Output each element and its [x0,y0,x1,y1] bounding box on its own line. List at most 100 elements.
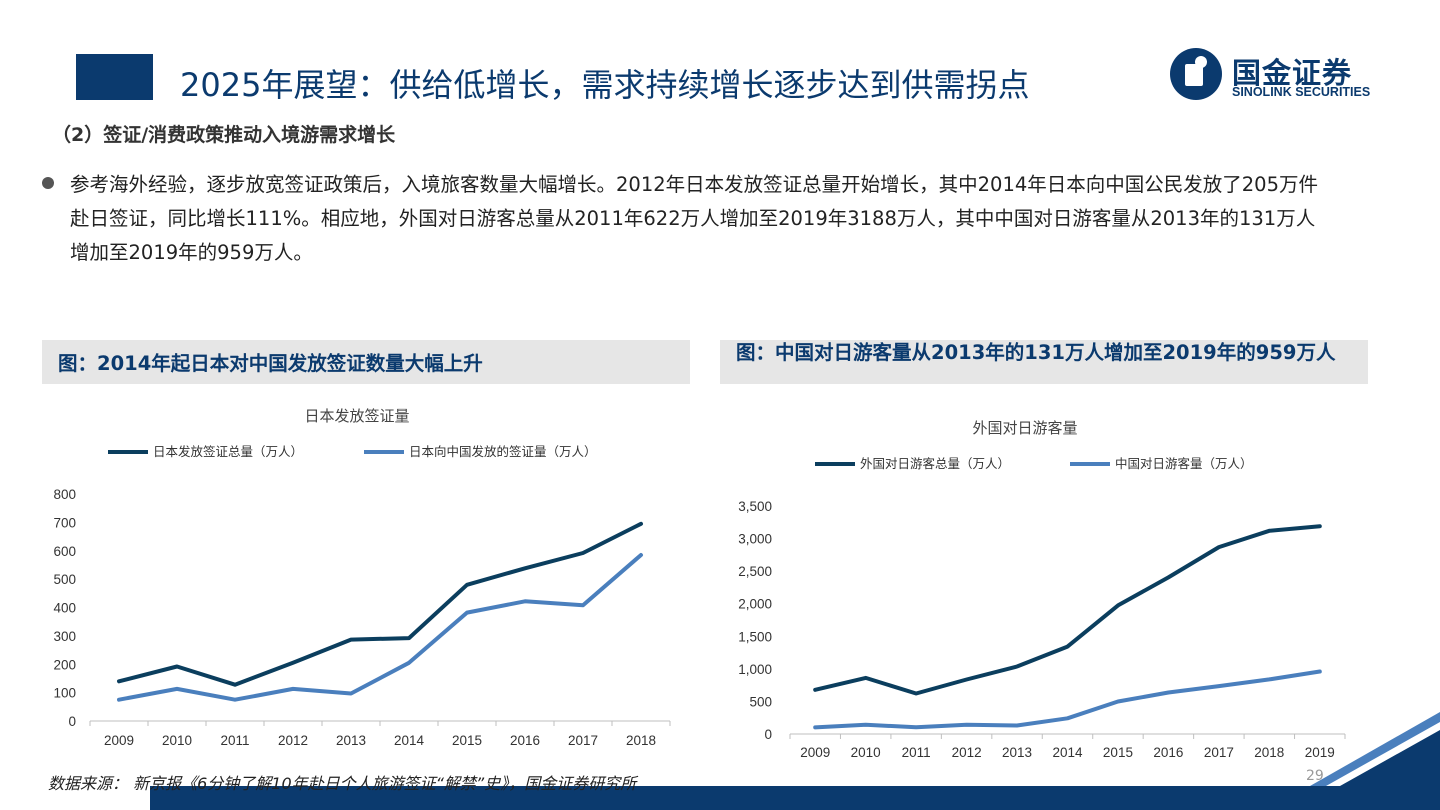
company-logo: 国金证券 SINOLINK SECURITIES [1170,48,1410,104]
data-point [234,699,236,701]
data-point [915,726,917,728]
data-source: 数据来源： 新京报《6分钟了解10年赴日个人旅游签证“解禁”史》，国金证券研究所 [48,774,637,793]
x-tick-label: 2016 [510,733,540,748]
figure-left-heading: 图：2014年起日本对中国发放签证数量大幅上升 [42,340,690,384]
y-tick-label: 3,000 [738,532,772,547]
data-point [640,554,642,556]
y-tick-label: 400 [53,601,76,616]
data-point [118,680,120,682]
data-point [466,584,468,586]
legend-label: 外国对日游客总量（万人） [860,456,1010,471]
data-point [1016,724,1018,726]
x-tick-label: 2009 [104,733,134,748]
data-point [408,637,410,639]
y-tick-label: 1,500 [738,629,772,644]
x-tick-label: 2019 [1305,745,1335,760]
series-line [813,669,1322,730]
chart-title: 外国对日游客量 [972,419,1077,437]
bullet-dot-icon [42,177,54,189]
chart-title: 日本发放签证量 [304,407,409,425]
data-point [350,692,352,694]
data-point [292,688,294,690]
x-tick-label: 2014 [1052,745,1083,760]
data-point [1117,700,1119,702]
x-tick-label: 2012 [278,733,308,748]
y-tick-label: 2,000 [738,597,772,612]
page-title: 2025年展望：供给低增长，需求持续增长逐步达到供需拐点 [180,66,1030,104]
data-point [1167,576,1169,578]
data-point [176,666,178,668]
y-tick-label: 200 [53,657,76,672]
y-tick-label: 500 [53,572,76,587]
series-line [117,553,643,702]
title-accent-block [76,54,153,100]
data-point [1117,604,1119,606]
data-point [966,724,968,726]
logo-text-en: SINOLINK SECURITIES [1232,85,1371,99]
x-tick-label: 2009 [800,745,830,760]
data-point [466,612,468,614]
x-tick-label: 2011 [220,733,249,748]
data-point [640,523,642,525]
page-number: 29 [1306,768,1324,784]
data-point [524,567,526,569]
data-point [1067,717,1068,719]
data-point [865,724,867,726]
y-tick-label: 800 [53,487,76,502]
data-point [814,689,816,691]
data-point [1268,678,1270,680]
data-point [966,679,968,681]
x-tick-label: 2013 [336,733,366,748]
x-tick-label: 2010 [851,745,881,760]
y-tick-label: 2,500 [738,564,772,579]
data-point [1218,685,1220,687]
logo-text-cn: 国金证券 [1232,56,1353,90]
data-point [1167,692,1169,694]
data-point [176,688,178,690]
data-point [524,600,526,602]
x-tick-label: 2011 [902,745,931,760]
data-point [1218,546,1220,548]
x-tick-label: 2015 [1103,745,1133,760]
x-tick-label: 2018 [626,733,656,748]
y-tick-label: 500 [749,694,772,709]
data-point [350,639,352,641]
y-tick-label: 1,000 [738,662,772,677]
x-tick-label: 2015 [452,733,482,748]
logo-icon [1170,48,1222,100]
figure-left-heading-text: 图：2014年起日本对中国发放签证数量大幅上升 [58,352,483,375]
data-point [1016,666,1018,668]
data-point [915,692,917,694]
data-point [1319,525,1321,527]
x-tick-label: 2017 [568,733,598,748]
data-point [234,684,236,686]
data-point [408,662,410,664]
y-tick-label: 0 [68,714,76,729]
x-tick-label: 2012 [952,745,982,760]
x-tick-label: 2013 [1002,745,1032,760]
data-point [582,552,584,554]
bullet-text: 参考海外经验，逐步放宽签证政策后，入境旅客数量大幅增长。2012年日本发放签证总… [70,173,1318,264]
x-tick-label: 2014 [394,733,425,748]
section-subtitle: （2）签证/消费政策推动入境游需求增长 [52,124,396,146]
data-point [118,699,120,701]
legend-label: 中国对日游客量（万人） [1115,456,1253,471]
data-point [1268,530,1270,532]
legend-label: 日本向中国发放的签证量（万人） [409,444,597,459]
data-point [865,677,867,679]
series-line [813,524,1322,696]
x-tick-label: 2018 [1254,745,1284,760]
data-point [582,604,584,606]
x-tick-label: 2010 [162,733,192,748]
y-tick-label: 300 [53,629,76,644]
legend-label: 日本发放签证总量（万人） [153,444,303,459]
figure-right-heading: 图：中国对日游客量从2013年的131万人增加至2019年的959万人 [720,340,1368,384]
y-tick-label: 0 [764,727,772,742]
data-point [1319,671,1321,673]
data-point [292,662,294,664]
y-tick-label: 3,500 [738,499,772,514]
footer-bar [150,786,1440,810]
x-tick-label: 2016 [1153,745,1183,760]
